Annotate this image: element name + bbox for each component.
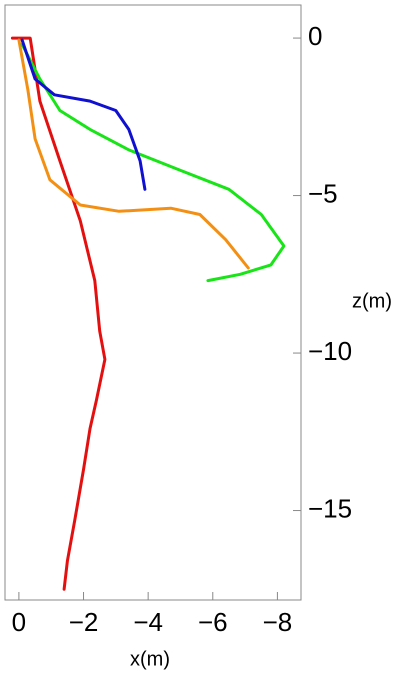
x-axis-label: x(m) <box>130 648 170 670</box>
y-tick-label: −5 <box>308 178 338 208</box>
x-tick-label: 0 <box>12 607 26 637</box>
trajectory-line <box>20 38 147 191</box>
trajectory-line <box>17 38 250 270</box>
y-axis-label: z(m) <box>352 290 392 312</box>
y-tick-label: 0 <box>308 21 322 51</box>
x-tick-label: −8 <box>263 607 293 637</box>
x-tick-label: −4 <box>133 607 163 637</box>
plot-frame <box>4 4 302 601</box>
trajectory-line <box>10 36 107 591</box>
trajectory-line <box>20 42 286 283</box>
x-tick-label: −6 <box>198 607 228 637</box>
y-tick-label: −15 <box>308 493 352 523</box>
y-tick-label: −10 <box>308 336 352 366</box>
x-tick-label: −2 <box>69 607 99 637</box>
